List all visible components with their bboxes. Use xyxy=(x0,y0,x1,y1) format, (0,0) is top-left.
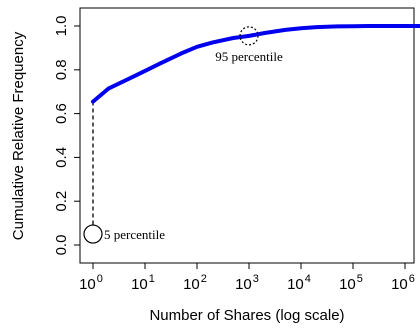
y-axis: 0.0 0.2 0.4 0.6 0.8 1.0 xyxy=(53,16,80,256)
x-tick-label: 104 xyxy=(287,273,311,293)
plot-frame xyxy=(79,7,415,264)
y-tick-label: 0.4 xyxy=(53,147,70,168)
y-tick-label: 0.6 xyxy=(53,103,70,124)
series-layer xyxy=(91,24,420,104)
x-axis-label: Number of Shares (log scale) xyxy=(149,307,344,324)
percentile-label: 5 percentile xyxy=(104,227,165,242)
x-axis: 100 101 102 103 104 105 106 xyxy=(79,263,415,293)
x-tick-label: 102 xyxy=(183,273,207,293)
y-tick-label: 0.8 xyxy=(53,59,70,80)
percentile-marker xyxy=(83,224,103,244)
x-tick-label: 103 xyxy=(235,273,259,293)
annotation-labels: 5 percentile 95 percentile xyxy=(83,26,283,244)
series-line xyxy=(91,24,420,104)
y-tick-label: 0.0 xyxy=(53,235,70,256)
x-tick-label: 100 xyxy=(79,273,103,293)
x-tick-label: 106 xyxy=(391,273,415,293)
x-tick-label: 101 xyxy=(131,273,155,293)
percentile-label: 95 percentile xyxy=(215,49,283,64)
percentile-marker xyxy=(239,26,259,46)
y-tick-label: 1.0 xyxy=(53,16,70,37)
y-tick-label: 0.2 xyxy=(53,191,70,212)
x-tick-label: 105 xyxy=(339,273,363,293)
y-axis-label: Cumulative Relative Frequency xyxy=(10,31,27,240)
